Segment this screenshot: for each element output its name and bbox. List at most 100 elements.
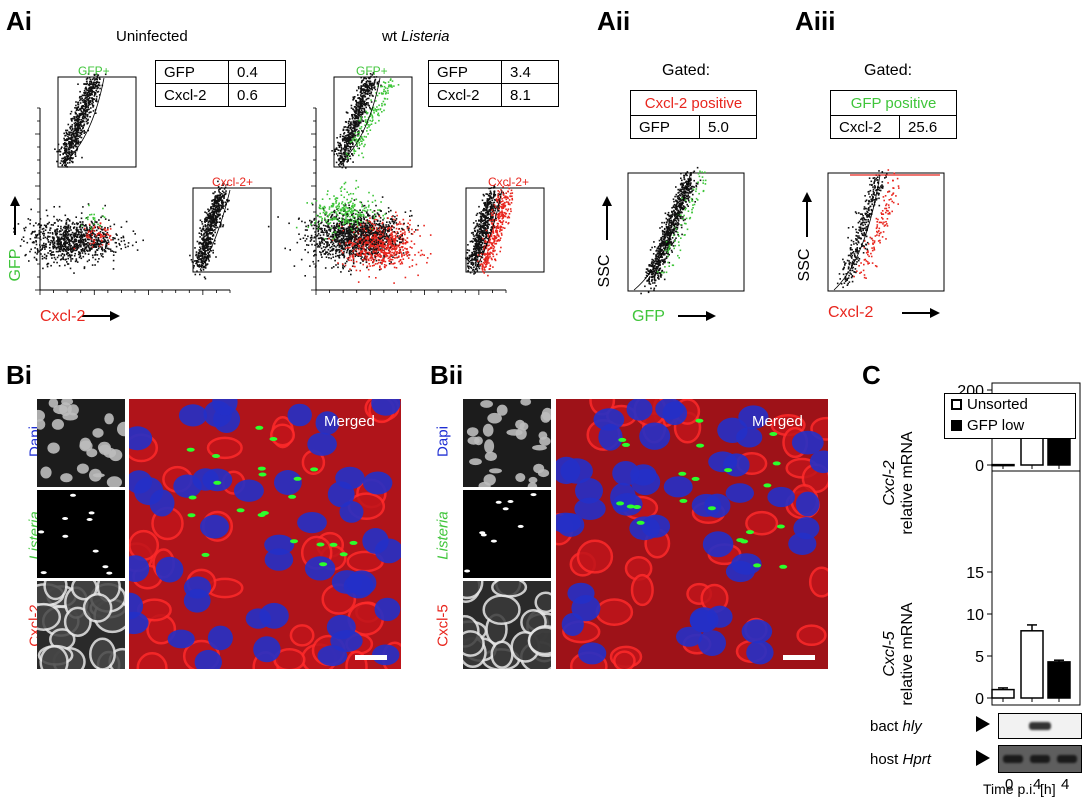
event-dot [62, 247, 65, 250]
event-dot [82, 107, 84, 110]
event-dot [391, 248, 393, 251]
event-dot [383, 250, 386, 253]
event-dot [345, 236, 348, 238]
event-dot [368, 89, 371, 92]
event-dot [350, 242, 352, 245]
event-dot [217, 213, 219, 216]
event-dot [37, 251, 39, 254]
event-dot [367, 222, 369, 224]
event-dot [391, 254, 393, 257]
event-dot [50, 224, 53, 226]
event-dot [354, 219, 356, 221]
event-dot [93, 243, 95, 245]
event-dot [199, 273, 201, 276]
event-dot [64, 149, 66, 151]
event-dot [77, 239, 80, 242]
event-dot [306, 202, 308, 204]
event-dot [100, 253, 102, 255]
event-dot [73, 234, 76, 237]
event-dot [409, 224, 411, 226]
event-dot [402, 252, 405, 254]
event-dot [354, 234, 356, 236]
event-dot [61, 164, 63, 167]
event-dot [398, 221, 401, 223]
event-dot [228, 199, 230, 202]
event-dot [77, 231, 80, 233]
event-dot [62, 226, 65, 229]
event-dot [334, 211, 337, 213]
event-dot [212, 203, 215, 206]
event-dot [72, 147, 75, 149]
event-dot [371, 232, 373, 235]
event-dot [107, 243, 110, 245]
event-dot [394, 250, 397, 252]
event-dot [373, 259, 375, 261]
event-dot [77, 83, 79, 85]
event-dot [95, 98, 98, 100]
event-dot [67, 255, 69, 257]
event-dot [331, 235, 333, 238]
event-dot [89, 94, 92, 96]
event-dot [96, 239, 98, 242]
event-dot [358, 239, 361, 241]
event-dot [349, 208, 352, 210]
event-dot [72, 146, 74, 148]
event-dot [345, 251, 348, 254]
event-dot [215, 217, 217, 220]
event-dot [348, 239, 350, 242]
event-dot [358, 97, 361, 100]
event-dot [86, 82, 88, 85]
event-dot [73, 118, 76, 120]
event-dot [351, 228, 354, 230]
event-dot [69, 146, 71, 149]
event-dot [60, 246, 62, 248]
event-dot [212, 192, 214, 195]
event-dot [203, 232, 205, 235]
event-dot [83, 241, 85, 244]
event-dot [219, 197, 222, 200]
event-dot [360, 111, 363, 114]
event-dot [336, 137, 338, 139]
event-dot [67, 238, 70, 241]
event-dot [208, 242, 211, 245]
event-dot [321, 221, 323, 224]
event-dot [348, 247, 350, 249]
event-dot [390, 240, 393, 242]
event-dot [354, 130, 356, 133]
event-dot [304, 249, 306, 251]
event-dot [380, 248, 383, 251]
event-dot [92, 224, 95, 227]
event-dot [365, 238, 368, 240]
event-dot [102, 231, 104, 234]
event-dot [204, 221, 206, 223]
event-dot [88, 204, 90, 207]
event-dot [105, 244, 107, 246]
event-dot [37, 249, 39, 252]
event-dot [324, 267, 327, 269]
event-dot [344, 232, 347, 235]
event-dot [383, 233, 386, 235]
event-dot [331, 213, 334, 216]
event-dot [85, 244, 88, 246]
event-dot [340, 208, 343, 211]
event-dot [77, 106, 80, 108]
event-dot [360, 219, 362, 221]
event-dot [401, 234, 403, 237]
event-dot [394, 262, 396, 264]
event-dot [212, 221, 215, 223]
event-dot [399, 236, 401, 239]
event-dot [323, 205, 326, 208]
event-dot [84, 246, 86, 249]
event-dot [382, 231, 384, 233]
event-dot [355, 129, 357, 131]
event-dot [83, 234, 86, 236]
event-dot [381, 251, 383, 254]
event-dot [200, 260, 203, 262]
event-dot [84, 110, 87, 113]
event-dot [77, 246, 80, 249]
event-dot [395, 247, 398, 249]
event-dot [352, 247, 354, 249]
event-dot [369, 73, 372, 75]
event-dot [329, 253, 332, 256]
event-dot [392, 256, 394, 258]
